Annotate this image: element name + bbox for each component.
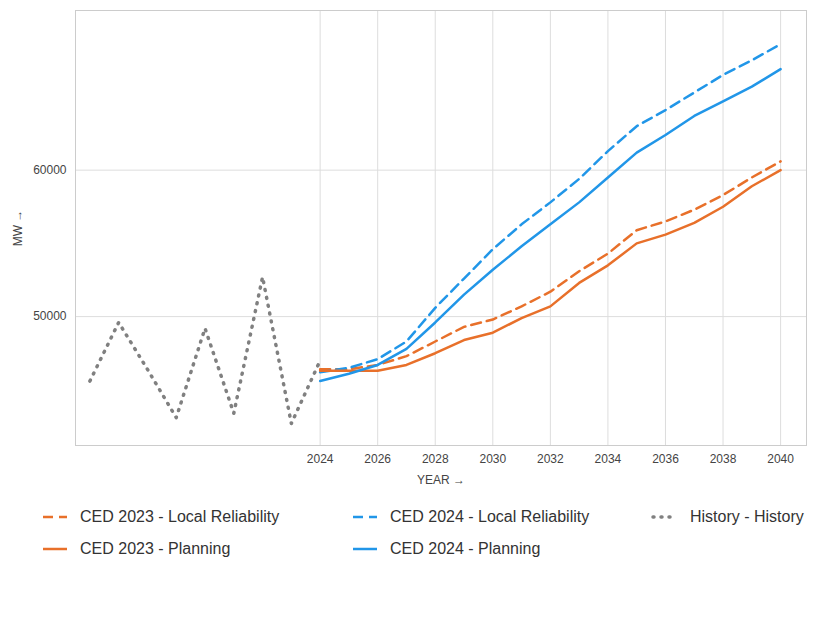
html-text:CED 2023 - Local Reliability: CED 2023 - Local Reliability xyxy=(80,508,280,525)
html-text:History - History: History - History xyxy=(690,508,804,525)
svg-text:2034: 2034 xyxy=(595,452,622,466)
svg-text:2026: 2026 xyxy=(364,452,391,466)
svg-text:50000: 50000 xyxy=(33,309,67,323)
html-text:CED 2024 - Local Reliability: CED 2024 - Local Reliability xyxy=(390,508,590,525)
svg-text:2028: 2028 xyxy=(422,452,449,466)
svg-text:2036: 2036 xyxy=(652,452,679,466)
svg-text:2032: 2032 xyxy=(537,452,564,466)
svg-text:MW →: MW → xyxy=(11,210,25,247)
html-text:CED 2023 - Planning: CED 2023 - Planning xyxy=(80,540,231,557)
svg-text:YEAR →: YEAR → xyxy=(417,473,465,487)
svg-text:2024: 2024 xyxy=(307,452,334,466)
svg-text:60000: 60000 xyxy=(33,163,67,177)
svg-text:2030: 2030 xyxy=(479,452,506,466)
svg-text:2038: 2038 xyxy=(710,452,737,466)
html-text:CED 2024 - Planning: CED 2024 - Planning xyxy=(390,540,541,557)
svg-text:2040: 2040 xyxy=(767,452,794,466)
